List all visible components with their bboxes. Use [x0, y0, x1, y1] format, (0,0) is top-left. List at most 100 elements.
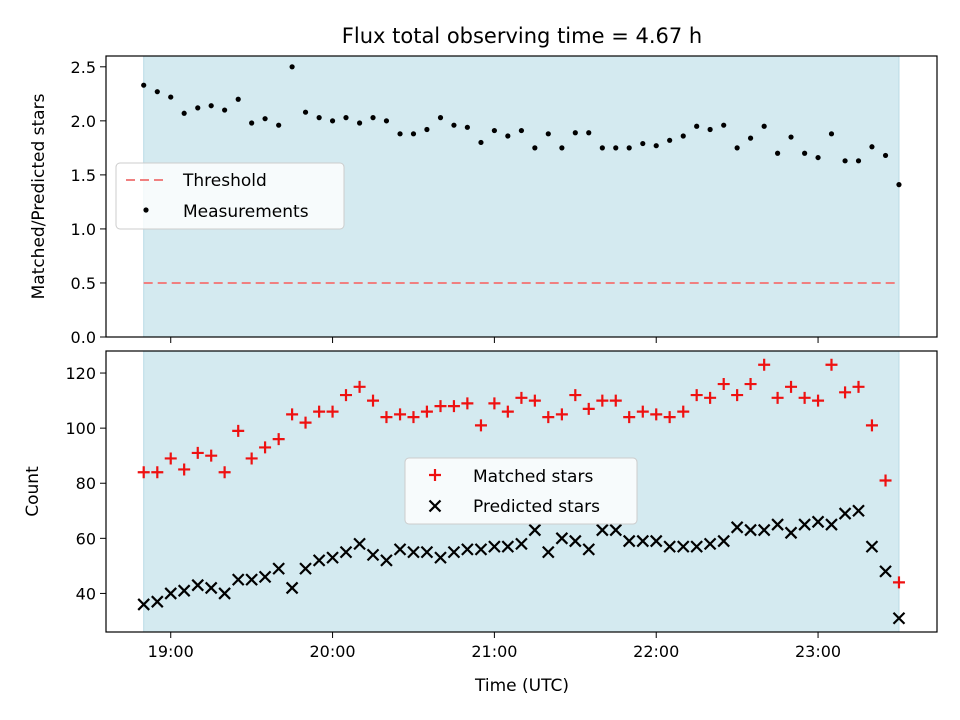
y-tick-label: 100	[65, 419, 96, 438]
matched-star-point	[865, 419, 878, 432]
matched-star-point	[798, 391, 811, 404]
measurement-point	[154, 89, 160, 95]
predicted-star-point	[811, 515, 825, 529]
measurement-point	[451, 122, 457, 128]
predicted-star-point	[663, 540, 676, 553]
matched-star-point	[839, 386, 852, 399]
measurement-point	[181, 110, 187, 116]
predicted-star-point	[461, 543, 474, 556]
measurement-point	[329, 118, 336, 124]
predicted-star-point	[528, 523, 542, 537]
predicted-star-point	[151, 595, 164, 608]
predicted-star-point	[879, 565, 892, 578]
top-y-axis-label: Matched/Predicted stars	[29, 93, 49, 299]
measurement-point	[626, 145, 632, 151]
predicted-star-point	[703, 537, 717, 551]
matched-star-point	[852, 380, 865, 393]
legend-measurements-swatch	[143, 207, 149, 213]
predicted-star-point	[366, 548, 380, 562]
measurement-point	[397, 131, 403, 137]
predicted-star-point	[825, 518, 838, 531]
bottom-axes-frame	[105, 350, 938, 633]
predicted-star-point	[501, 540, 515, 553]
matched-star-point	[717, 378, 730, 391]
measurement-point	[249, 120, 255, 126]
measurement-point	[383, 118, 390, 124]
matched-star-point	[380, 411, 393, 424]
matched-star-point	[582, 402, 595, 415]
matched-star-point	[609, 394, 622, 407]
measurement-point	[410, 131, 417, 137]
predicted-star-point	[164, 587, 178, 600]
matched-star-point	[812, 394, 825, 407]
measurement-point	[572, 130, 578, 136]
matched-star-point	[744, 378, 757, 391]
predicted-star-point	[326, 551, 339, 564]
y-tick-label: 1.0	[71, 220, 96, 239]
measurement-point	[168, 94, 174, 100]
predicted-star-point	[771, 518, 784, 531]
matched-star-point	[771, 391, 784, 404]
predicted-star-point	[393, 543, 407, 556]
matched-star-point	[825, 358, 838, 371]
measurement-point	[653, 143, 659, 149]
measurement-point	[586, 130, 592, 136]
matched-star-point	[313, 405, 326, 418]
measurement-point	[208, 103, 214, 109]
matched-star-point	[785, 380, 798, 393]
x-tick-label: 22:00	[633, 642, 679, 661]
measurement-point	[289, 64, 295, 70]
measurement-point	[235, 96, 241, 102]
predicted-star-point	[204, 581, 218, 595]
legend-predicted-swatch	[428, 499, 442, 513]
measurement-point	[774, 150, 781, 156]
predicted-star-point	[690, 540, 703, 553]
matched-star-point	[218, 466, 231, 479]
measurement-point	[747, 135, 754, 141]
x-tick-label: 19:00	[148, 642, 194, 661]
y-tick-label: 80	[76, 474, 96, 493]
matched-star-point	[394, 408, 407, 421]
bottom-y-axis-label: Count	[23, 466, 43, 517]
measurement-point	[141, 82, 147, 88]
measurement-point	[640, 140, 646, 147]
y-tick-label: 60	[76, 529, 96, 548]
predicted-star-point	[609, 523, 623, 537]
measurement-point	[707, 126, 713, 133]
x-tick-label: 21:00	[471, 642, 517, 661]
predicted-star-point	[515, 537, 528, 551]
predicted-star-point	[636, 534, 650, 548]
predicted-star-point	[622, 534, 636, 548]
predicted-star-point	[582, 543, 596, 556]
predicted-star-point	[434, 551, 447, 564]
matched-star-point	[151, 466, 164, 479]
measurement-point	[680, 133, 686, 139]
y-tick-label: 2.0	[71, 112, 96, 131]
measurement-point	[788, 134, 794, 140]
matched-star-point	[596, 394, 609, 407]
measurement-point	[842, 158, 848, 164]
predicted-star-point	[838, 507, 852, 520]
measurement-point	[559, 145, 565, 151]
measurement-point	[343, 115, 349, 121]
measurement-point	[316, 115, 322, 121]
legend-matched-label: Matched stars	[473, 467, 593, 487]
bottom-legend-box	[404, 457, 638, 525]
matched-star-point	[137, 466, 150, 479]
predicted-star-point	[474, 543, 488, 556]
matched-star-point	[663, 411, 676, 424]
matched-star-point	[555, 408, 568, 421]
predicted-star-point	[231, 573, 245, 586]
x-tick-label: 20:00	[310, 642, 356, 661]
figure-title: Flux total observing time = 4.67 h	[342, 24, 702, 48]
matched-star-point	[232, 424, 245, 437]
predicted-star-point	[380, 554, 393, 567]
x-axis-label: Time (UTC)	[474, 676, 569, 696]
predicted-star-point	[852, 504, 865, 518]
y-tick-label: 40	[76, 584, 96, 603]
predicted-star-point	[353, 537, 366, 551]
measurement-point	[464, 124, 470, 130]
matched-star-point	[758, 358, 771, 371]
matched-star-point	[420, 405, 433, 418]
